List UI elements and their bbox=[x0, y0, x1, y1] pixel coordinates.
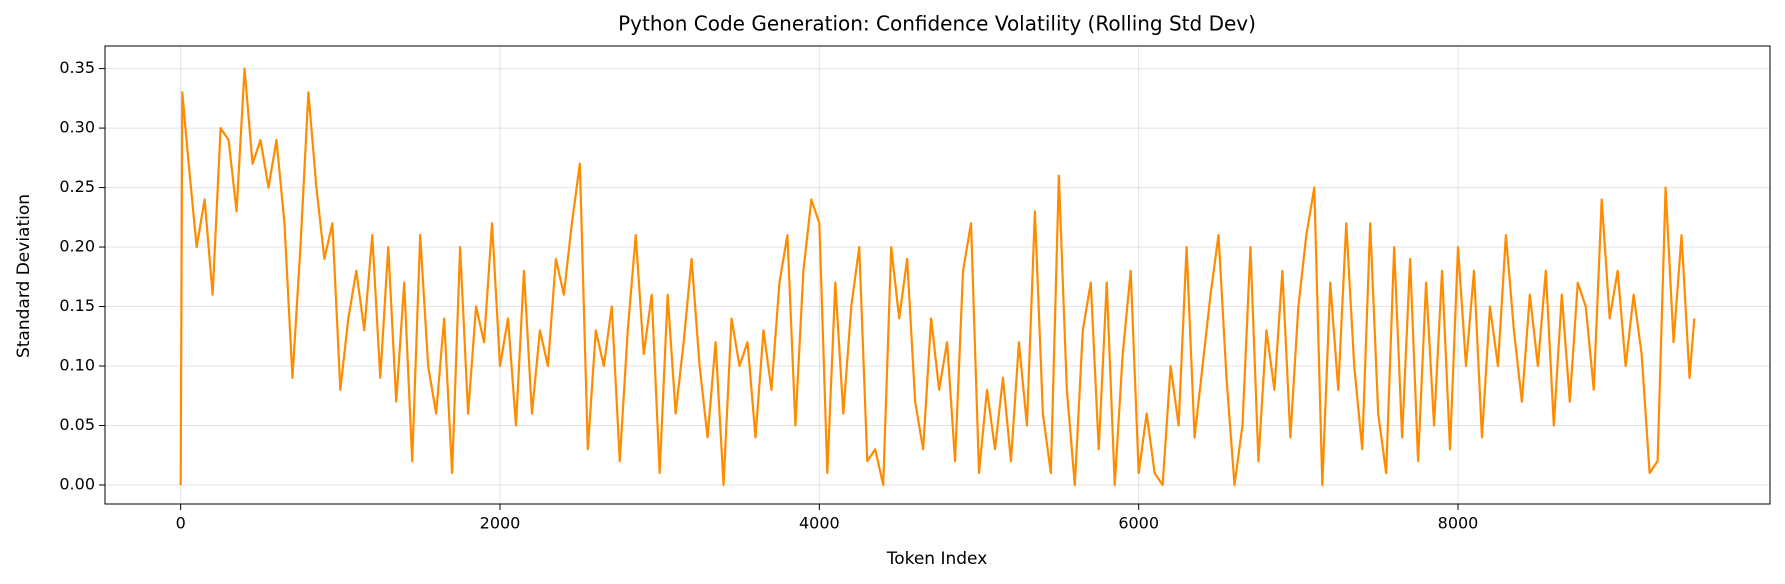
y-tick-label: 0.35 bbox=[59, 58, 95, 77]
chart-title: Python Code Generation: Confidence Volat… bbox=[618, 12, 1256, 36]
y-axis-label: Standard Deviation bbox=[14, 194, 34, 358]
y-tick-label: 0.00 bbox=[59, 474, 95, 493]
y-tick-label: 0.15 bbox=[59, 296, 95, 315]
y-tick-label: 0.30 bbox=[59, 118, 95, 137]
y-tick-label: 0.20 bbox=[59, 237, 95, 256]
x-tick-label: 8000 bbox=[1438, 514, 1479, 533]
y-tick-label: 0.05 bbox=[59, 415, 95, 434]
x-tick-label: 2000 bbox=[480, 514, 521, 533]
x-tick-label: 4000 bbox=[799, 514, 840, 533]
x-axis-label: Token Index bbox=[886, 549, 988, 569]
y-tick-label: 0.10 bbox=[59, 356, 95, 375]
x-tick-label: 0 bbox=[176, 514, 186, 533]
plot-frame bbox=[104, 45, 1771, 505]
y-tick-label: 0.25 bbox=[59, 177, 95, 196]
data-line bbox=[179, 67, 1696, 487]
x-tick-label: 6000 bbox=[1118, 514, 1159, 533]
